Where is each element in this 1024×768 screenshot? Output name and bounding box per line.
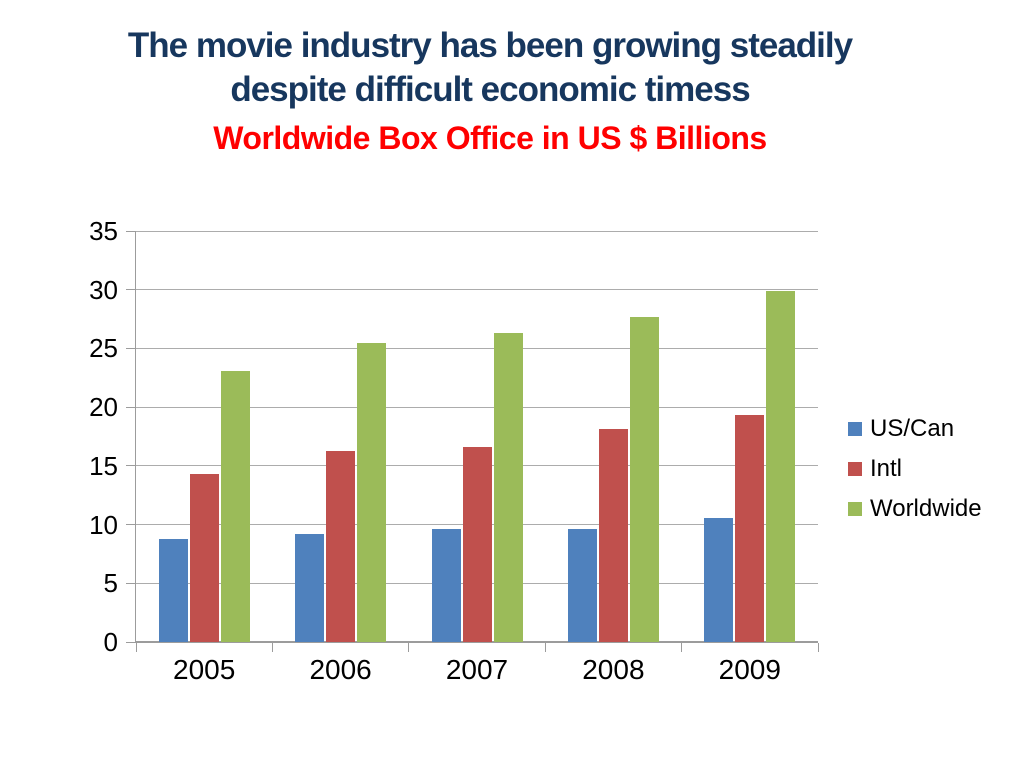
x-axis-tick-4: [681, 643, 683, 652]
title-line-2: despite difficult economic timess: [230, 70, 750, 109]
bar-uscan-2009: [704, 517, 734, 642]
x-axis-tick-3: [544, 643, 546, 652]
y-axis-tick-30: [126, 289, 135, 291]
bar-intl-2006: [326, 450, 356, 642]
bar-worldwide-2005: [220, 370, 250, 642]
x-axis-label-2006: 2006: [309, 654, 372, 685]
y-axis-label-0: 0: [103, 627, 118, 657]
x-axis-label-2007: 2007: [445, 654, 509, 685]
x-axis-tick-0: [135, 643, 137, 652]
legend-label: Intl: [870, 455, 903, 482]
y-axis-line: [135, 231, 136, 642]
x-axis-tick-1: [271, 643, 273, 652]
plot-area: [126, 230, 819, 652]
legend-swatch-icon: [848, 422, 862, 436]
gridline-20: [136, 406, 818, 408]
legend-label: Worldwide: [870, 495, 982, 522]
bar-intl-2005: [189, 474, 219, 642]
x-axis-tick-2: [408, 643, 410, 652]
x-axis-tick-5: [817, 643, 819, 652]
y-axis-label-15: 15: [89, 450, 118, 481]
bar-worldwide-2009: [766, 290, 796, 642]
y-axis-label-30: 30: [89, 274, 118, 305]
bar-uscan-2007: [431, 529, 461, 642]
legend-item-uscan: US/Can: [848, 409, 982, 449]
x-axis-label-2005: 2005: [173, 654, 236, 685]
slide-header: The movie industry has been growing stea…: [0, 24, 980, 156]
y-axis-label-10: 10: [89, 509, 118, 540]
legend-item-intl: Intl: [848, 449, 982, 489]
bar-worldwide-2006: [357, 342, 387, 642]
y-axis-tick-15: [126, 465, 135, 467]
x-axis-line: [135, 641, 818, 643]
bar-intl-2007: [462, 447, 492, 642]
y-axis-tick-20: [126, 406, 135, 408]
bar-worldwide-2007: [493, 333, 523, 642]
y-axis-label-25: 25: [89, 333, 118, 364]
y-axis-tick-25: [126, 347, 135, 349]
y-axis-tick-35: [126, 230, 135, 232]
legend-swatch-icon: [848, 502, 862, 516]
chart-legend: US/Can Intl Worldwide: [848, 409, 982, 529]
y-axis-tick-5: [126, 582, 135, 584]
chart-subtitle: Worldwide Box Office in US $ Billions: [213, 120, 767, 156]
title-line-1: The movie industry has been growing stea…: [127, 26, 853, 65]
y-axis-label-20: 20: [89, 392, 118, 423]
bar-uscan-2008: [567, 529, 597, 642]
bar-intl-2008: [598, 429, 628, 642]
legend-label: US/Can: [870, 415, 955, 442]
gridline-30: [136, 289, 818, 291]
y-axis-tick-10: [126, 524, 135, 526]
x-axis-label-2009: 2009: [718, 654, 781, 685]
bar-intl-2009: [735, 415, 765, 642]
x-axis-label-2008: 2008: [582, 654, 645, 685]
y-axis-tick-0: [126, 641, 135, 643]
y-axis-label-35: 35: [89, 216, 118, 246]
slide-title: The movie industry has been growing stea…: [0, 24, 980, 112]
y-axis-label-5: 5: [103, 568, 118, 599]
gridline-35: [136, 230, 818, 232]
bar-uscan-2005: [158, 538, 188, 642]
bar-worldwide-2008: [629, 316, 659, 642]
gridline-25: [136, 347, 818, 349]
legend-item-worldwide: Worldwide: [848, 489, 982, 529]
bar-uscan-2006: [295, 533, 325, 642]
legend-swatch-icon: [848, 462, 862, 476]
